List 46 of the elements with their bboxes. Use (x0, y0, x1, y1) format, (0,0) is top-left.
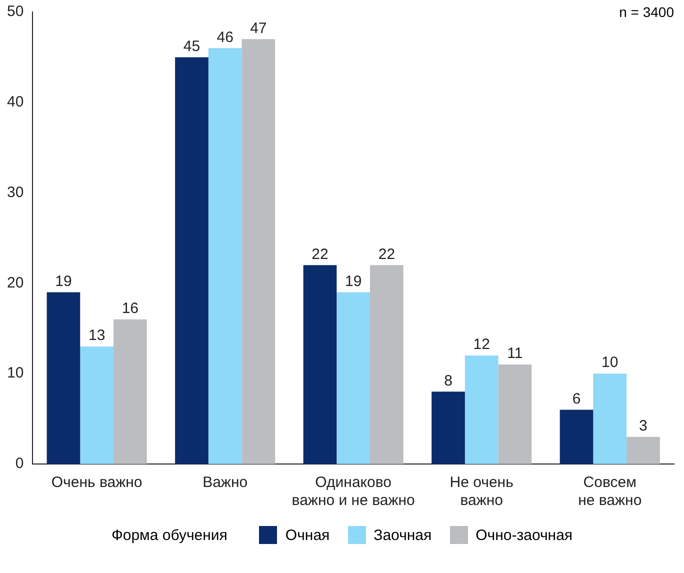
bar (80, 346, 114, 464)
data-label: 19 (55, 272, 72, 290)
bar (370, 265, 404, 464)
data-label: 46 (216, 28, 234, 46)
y-tick-label: 20 (6, 274, 24, 292)
legend-label: Очно-заочная (476, 526, 573, 544)
data-label: 22 (378, 246, 396, 263)
bar (560, 410, 594, 464)
bar (432, 392, 465, 464)
data-label: 45 (183, 38, 200, 55)
bar (464, 356, 498, 464)
bar (175, 57, 208, 464)
y-tick-label: 0 (15, 455, 24, 472)
data-label: 16 (122, 300, 139, 317)
y-tick-label: 10 (6, 364, 24, 382)
x-tick-label: Очень важно (51, 474, 142, 492)
legend-label: Очная (285, 526, 330, 544)
bar (336, 292, 370, 464)
data-label: 6 (572, 390, 581, 408)
x-tick-label: Совсем не важно (578, 474, 642, 510)
x-tick-label: Одинаково важно и не важно (292, 474, 415, 510)
data-label: 47 (250, 20, 267, 37)
x-tick-label: Важно (202, 474, 248, 492)
data-label: 19 (345, 272, 362, 290)
bar (626, 436, 660, 464)
y-tick-label: 50 (6, 3, 24, 20)
legend-label: Заочная (374, 526, 432, 544)
y-tick-label: 30 (6, 184, 24, 201)
data-label: 22 (312, 246, 328, 263)
bar (593, 374, 627, 464)
x-tick-label: Не очень важно (450, 474, 514, 510)
legend-title: Форма обучения (111, 526, 228, 544)
bar (208, 48, 242, 464)
data-label: 13 (88, 327, 106, 344)
y-tick-label: 40 (6, 94, 24, 111)
bar (242, 39, 276, 464)
bar (303, 265, 337, 464)
data-label: 3 (639, 418, 648, 435)
bar (113, 319, 147, 464)
data-label: 11 (507, 345, 523, 362)
data-label: 8 (444, 372, 452, 390)
data-label: 12 (473, 336, 490, 354)
bar (498, 364, 532, 464)
annotation: n = 3400 (619, 4, 674, 20)
data-label: 10 (602, 354, 618, 372)
bar (46, 292, 80, 464)
